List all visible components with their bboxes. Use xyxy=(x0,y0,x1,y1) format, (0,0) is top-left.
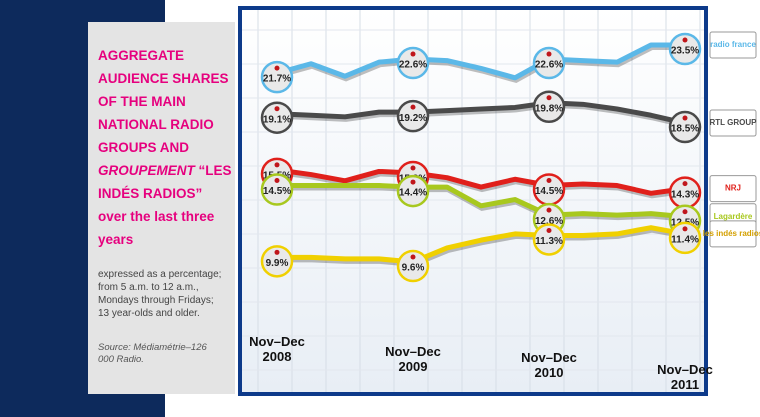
point-dot xyxy=(682,209,688,215)
data-label: 9.9% xyxy=(266,258,289,269)
title-part: AGGREGATE AUDIENCE SHARES OF THE MAIN NA… xyxy=(98,48,229,155)
legend-logo xyxy=(709,175,757,203)
point-dot xyxy=(546,95,552,101)
legend-logo xyxy=(709,31,757,59)
series-line xyxy=(276,42,685,81)
point-dot xyxy=(546,227,552,233)
point-dot xyxy=(410,165,416,171)
x-tick-label: Nov–Dec 2010 xyxy=(521,350,577,380)
point-marker xyxy=(532,46,566,80)
legend-logo xyxy=(709,109,757,137)
data-label: 14.4% xyxy=(399,188,427,199)
note: expressed as a percentage; from 5 a.m. t… xyxy=(98,269,222,319)
point-dot xyxy=(274,65,280,71)
legend-label: RTL GROUP xyxy=(710,118,758,127)
point-marker xyxy=(260,245,294,278)
point-dot xyxy=(274,249,280,255)
point-marker xyxy=(668,110,702,144)
point-dot xyxy=(546,51,552,57)
x-tick-label: Nov–Dec 2011 xyxy=(657,362,713,392)
point-marker xyxy=(260,173,294,206)
series-line xyxy=(276,100,686,126)
data-label: 11.4% xyxy=(671,235,699,246)
series-line xyxy=(277,225,686,265)
data-label: 19.1% xyxy=(263,114,291,125)
point-marker xyxy=(260,101,294,134)
point-dot xyxy=(682,181,688,187)
point-dot xyxy=(682,115,688,121)
x-tick-label: Nov–Dec 2009 xyxy=(385,344,441,374)
data-label: 14.5% xyxy=(263,186,291,197)
legend-label: Lagardère xyxy=(714,212,753,221)
point-dot xyxy=(546,178,552,184)
data-label: 21.7% xyxy=(263,74,291,85)
data-label: 19.8% xyxy=(535,103,563,114)
x-tick-label: Nov–Dec 2008 xyxy=(249,334,305,364)
series-line xyxy=(277,183,686,220)
point-marker xyxy=(396,46,430,80)
title-part: GROUPEMENT xyxy=(98,163,195,178)
data-label: 14.5% xyxy=(535,186,563,197)
data-label: 19.2% xyxy=(399,113,427,124)
point-marker xyxy=(668,32,702,66)
data-label: 18.5% xyxy=(671,124,699,135)
point-marker xyxy=(532,223,566,256)
point-dot xyxy=(274,178,280,184)
point-dot xyxy=(546,207,552,213)
point-dot xyxy=(410,104,416,110)
legend-logo xyxy=(709,220,757,248)
data-label: 23.5% xyxy=(671,46,699,57)
legend-label: radio france xyxy=(710,40,756,49)
series-line xyxy=(276,167,686,196)
point-dot xyxy=(274,162,280,168)
data-label: 11.3% xyxy=(535,236,563,247)
text-panel: AGGREGATE AUDIENCE SHARES OF THE MAIN NA… xyxy=(88,22,235,394)
point-marker xyxy=(532,90,566,124)
point-marker xyxy=(396,174,430,208)
point-dot xyxy=(682,226,688,232)
point-marker xyxy=(260,60,294,94)
data-label: 22.6% xyxy=(399,60,427,71)
point-dot xyxy=(410,179,416,185)
point-dot xyxy=(410,254,416,260)
chart-title: AGGREGATE AUDIENCE SHARES OF THE MAIN NA… xyxy=(98,44,233,251)
point-dot xyxy=(274,106,280,112)
data-label: 12.6% xyxy=(535,216,563,227)
point-dot xyxy=(682,37,688,43)
legend-label: les indés radios xyxy=(703,229,760,238)
data-label: 22.6% xyxy=(535,60,563,71)
legend-label: NRJ xyxy=(725,184,741,193)
point-marker xyxy=(396,99,430,133)
point-marker xyxy=(396,249,430,283)
point-marker xyxy=(668,221,702,255)
source: Source: Médiamétrie–126 000 Radio. xyxy=(98,342,207,365)
data-label: 14.3% xyxy=(671,189,699,200)
point-dot xyxy=(410,51,416,57)
data-label: 9.6% xyxy=(402,263,425,274)
title-part: “LES INDÉS RADIOS” over the last three y… xyxy=(98,163,232,247)
